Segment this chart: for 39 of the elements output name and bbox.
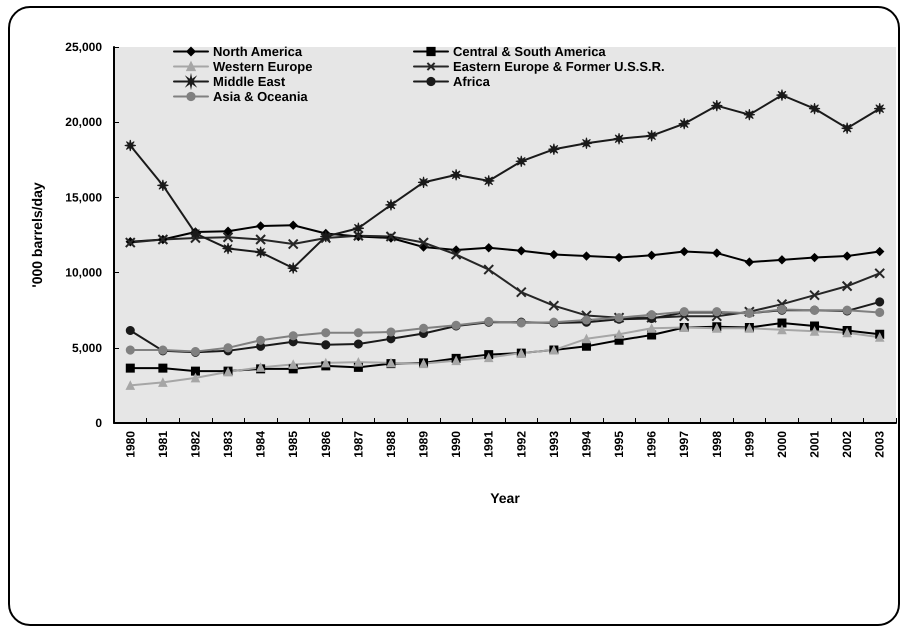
x-tick-label: 1995 <box>612 430 626 458</box>
x-tick-label: 1982 <box>188 430 202 458</box>
x-tick-label: 1996 <box>644 430 659 458</box>
x-tick-label: 2002 <box>840 430 854 458</box>
y-tick-label: 10,000 <box>65 266 102 280</box>
x-tick-label: 1984 <box>254 430 268 458</box>
legend-label: Eastern Europe & Former U.S.S.R. <box>453 59 665 74</box>
x-tick-label: 1992 <box>514 430 528 458</box>
x-tick-label: 1994 <box>579 430 594 458</box>
x-tick-label: 1983 <box>221 430 236 458</box>
y-axis-title: '000 barrels/day <box>29 182 45 288</box>
x-tick-label: 1989 <box>416 430 431 458</box>
y-tick-label: 15,000 <box>65 190 102 204</box>
legend-label: Africa <box>453 74 491 89</box>
x-tick-label: 1997 <box>677 430 692 458</box>
y-tick-label: 5,000 <box>72 340 102 355</box>
x-tick-label: 1993 <box>546 430 561 458</box>
x-tick-label: 1987 <box>351 430 366 458</box>
x-tick-label: 1991 <box>482 430 496 458</box>
x-tick-label: 1988 <box>384 430 398 458</box>
x-tick-label: 1980 <box>123 430 138 458</box>
y-tick-label: 25,000 <box>65 40 102 54</box>
legend-label: Asia & Oceania <box>213 89 308 104</box>
x-tick-label: 1990 <box>449 430 464 458</box>
y-tick-label: 0 <box>95 416 102 430</box>
x-tick-label: 1986 <box>318 430 333 458</box>
legend-label: Western Europe <box>213 59 312 74</box>
x-tick-label: 1998 <box>710 430 724 458</box>
legend-label: North America <box>213 44 303 59</box>
x-tick-label: 1985 <box>286 430 300 458</box>
legend-label: Central & South America <box>453 44 606 59</box>
x-tick-label: 1981 <box>156 430 170 458</box>
legend-label: Middle East <box>213 74 286 89</box>
x-axis-title: Year <box>490 490 520 506</box>
x-tick-label: 2000 <box>774 430 789 458</box>
x-tick-label: 2003 <box>872 430 887 458</box>
x-tick-label: 1999 <box>742 430 756 458</box>
x-tick-label: 2001 <box>808 430 822 458</box>
y-tick-label: 20,000 <box>65 115 102 130</box>
